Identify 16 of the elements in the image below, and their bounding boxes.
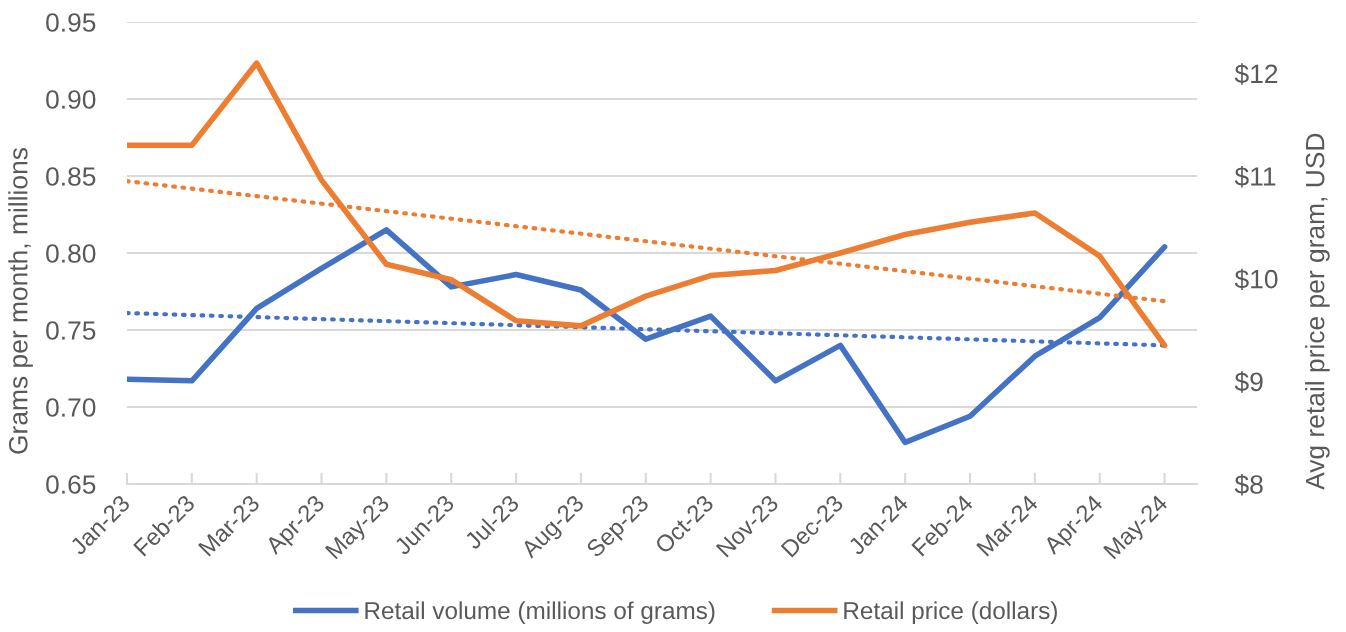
- y-tick-label: 0.85: [46, 167, 96, 186]
- y-axis-title: Grams per month, millions: [8, 148, 33, 454]
- y2-tick-label: $9: [1234, 371, 1263, 393]
- y-tick-label: 0.90: [46, 90, 96, 109]
- y2-tick-label: $11: [1234, 166, 1276, 188]
- y2-tick-label: $12: [1234, 63, 1278, 85]
- y2-tick-label: $10: [1234, 268, 1278, 291]
- y-tick-label: 0.65: [46, 475, 96, 494]
- y2-tick-label: $8: [1234, 474, 1263, 496]
- y2-axis-title: Avg retail price per gram, USD: [1305, 133, 1330, 490]
- y-tick-label: 0.75: [46, 321, 96, 340]
- legend-label: Retail volume (millions of grams): [365, 601, 715, 625]
- legend-label: Retail price (dollars): [844, 601, 1057, 625]
- y-tick-label: 0.80: [46, 244, 96, 263]
- y-tick-label: 0.95: [46, 13, 96, 32]
- y-tick-label: 0.70: [46, 398, 96, 417]
